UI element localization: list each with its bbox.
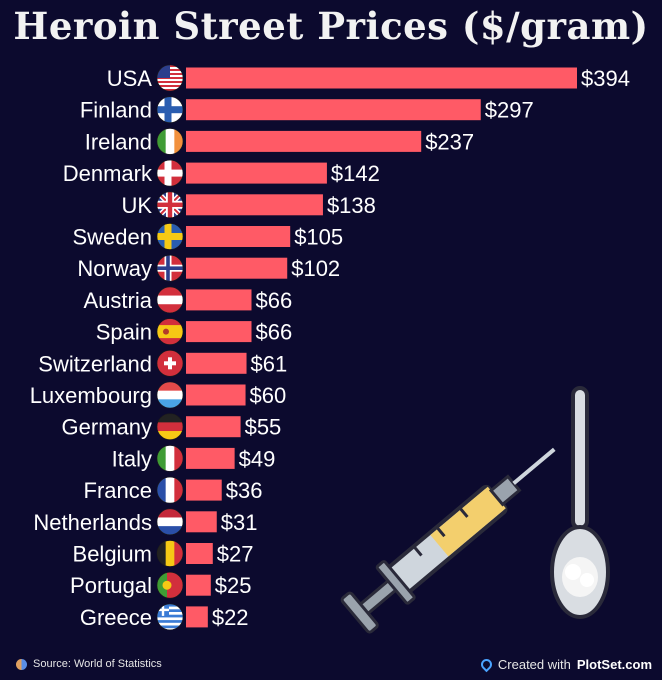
value-label: $66 — [255, 288, 292, 313]
portugal-flag-icon — [156, 571, 184, 599]
value-label: $394 — [581, 66, 630, 91]
chart-title: Heroin Street Prices ($/gram) — [13, 4, 649, 48]
category-label: Sweden — [72, 225, 152, 250]
us-flag-icon — [156, 64, 184, 92]
value-label: $66 — [255, 320, 292, 345]
value-label: $102 — [291, 256, 340, 281]
germany-flag-icon — [156, 413, 184, 441]
bar-belgium — [186, 543, 213, 564]
value-label: $25 — [215, 573, 252, 598]
value-label: $105 — [294, 225, 343, 250]
syringe-icon — [340, 447, 556, 634]
belgium-flag-icon — [156, 540, 184, 567]
category-label: Finland — [80, 98, 152, 123]
category-label: Denmark — [63, 161, 153, 186]
bar-portugal — [186, 574, 211, 596]
bar-austria — [186, 289, 252, 311]
value-label: $297 — [485, 98, 534, 123]
bar-norway — [186, 257, 288, 279]
value-label: $49 — [239, 446, 276, 471]
value-label: $61 — [251, 351, 288, 376]
bar-uk — [186, 194, 323, 216]
value-label: $27 — [217, 542, 254, 567]
value-label: $138 — [327, 193, 376, 218]
bar-switzerland — [186, 352, 247, 374]
bar-sweden — [186, 226, 291, 247]
norway-flag-icon — [156, 254, 184, 282]
category-label: Switzerland — [38, 351, 152, 376]
value-label: $237 — [425, 129, 474, 154]
category-label: USA — [107, 66, 153, 91]
france-flag-icon — [156, 476, 184, 504]
denmark-flag-icon — [156, 159, 184, 187]
switzerland-flag-icon — [156, 349, 184, 377]
uk-flag-icon — [156, 191, 184, 219]
category-label: Ireland — [85, 129, 152, 154]
spoon-icon — [550, 386, 610, 619]
spain-flag-icon — [156, 318, 184, 345]
credit-note: Created with PlotSet.com — [478, 656, 652, 673]
category-label: Belgium — [73, 542, 152, 567]
bar-luxembourg — [186, 384, 246, 406]
bar-greece — [186, 606, 208, 628]
bar-usa — [186, 67, 577, 89]
bar-denmark — [186, 162, 327, 184]
location-pin-icon — [478, 656, 495, 673]
sweden-flag-icon — [156, 223, 184, 250]
bar-ireland — [186, 130, 422, 152]
category-label: Luxembourg — [30, 383, 152, 408]
category-label: Portugal — [70, 573, 152, 598]
finland-flag-icon — [156, 96, 184, 123]
category-label: Spain — [96, 320, 152, 345]
bar-germany — [186, 416, 241, 438]
credit-brand[interactable]: PlotSet.com — [576, 657, 652, 672]
bar-italy — [186, 447, 235, 469]
ireland-flag-icon — [156, 128, 184, 155]
source-note: Source: World of Statistics — [16, 658, 162, 670]
value-label: $36 — [226, 478, 263, 503]
value-label: $142 — [331, 161, 380, 186]
austria-flag-icon — [156, 286, 184, 314]
source-text: Source: World of Statistics — [33, 658, 162, 670]
bar-finland — [186, 99, 481, 121]
value-label: $31 — [221, 510, 258, 535]
bar-spain — [186, 321, 252, 343]
bar-netherlands — [186, 511, 217, 533]
category-label: Norway — [77, 256, 152, 281]
greece-flag-icon — [156, 603, 184, 631]
luxembourg-flag-icon — [156, 381, 184, 409]
value-label: $22 — [212, 605, 249, 630]
value-label: $55 — [245, 415, 282, 440]
category-label: Austria — [84, 288, 153, 313]
bar-france — [186, 479, 222, 501]
category-label: Germany — [62, 415, 152, 440]
source-icon — [16, 658, 27, 670]
category-label: Italy — [112, 446, 152, 471]
category-label: France — [84, 478, 152, 503]
netherlands-flag-icon — [156, 508, 184, 536]
credit-prefix: Created with — [497, 657, 571, 672]
category-label: UK — [121, 193, 152, 218]
category-label: Greece — [80, 605, 152, 630]
value-label: $60 — [250, 383, 287, 408]
italy-flag-icon — [156, 445, 184, 472]
category-label: Netherlands — [33, 510, 152, 535]
